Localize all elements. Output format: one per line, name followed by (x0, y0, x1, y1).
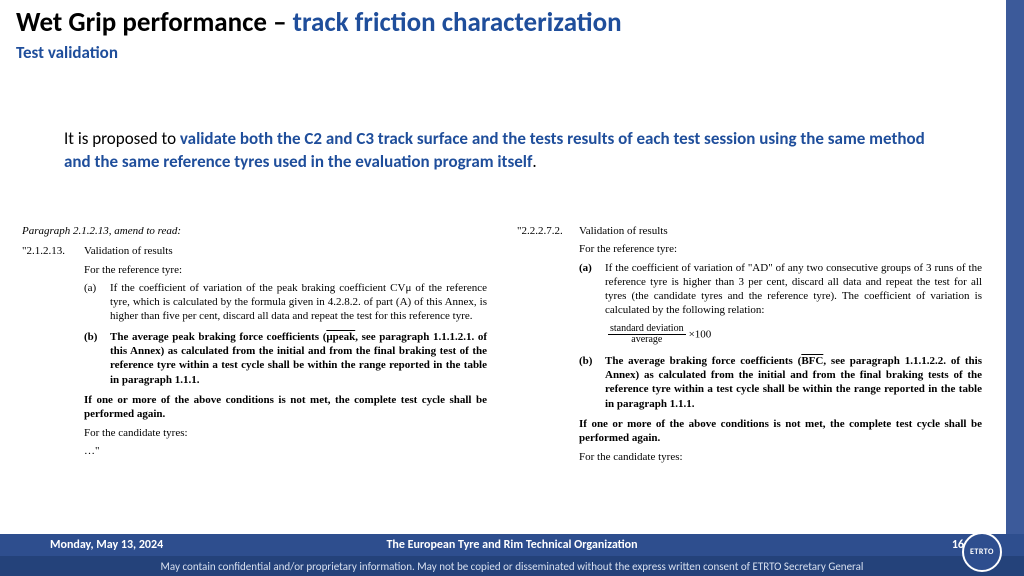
left-a-text: If the coefficient of variation of the p… (110, 281, 487, 324)
excerpt-columns: Paragraph 2.1.2.13, amend to read: "2.1.… (22, 224, 982, 468)
left-heading-row: "2.1.2.13. Validation of results (22, 244, 487, 258)
right-condition: If one or more of the above conditions i… (517, 417, 982, 446)
left-heading: Validation of results (84, 244, 487, 258)
right-item-a: (a) If the coefficient of variation of "… (517, 261, 982, 348)
footer-disclaimer-bar: May contain confidential and/or propriet… (0, 556, 1024, 576)
right-ref-tyre: For the reference tyre: (517, 242, 982, 256)
footer: Monday, May 13, 2024 The European Tyre a… (0, 534, 1024, 576)
left-candidate: For the candidate tyres: (22, 426, 487, 440)
right-heading: Validation of results (579, 224, 982, 238)
right-accent-bar (1006, 0, 1024, 576)
right-b-text: The average braking force coefficients (… (605, 354, 982, 411)
right-excerpt: "2.2.2.7.2. Validation of results For th… (517, 224, 982, 468)
slide-subtitle: Test validation (16, 42, 118, 63)
title-part-black: Wet Grip performance – (16, 6, 293, 39)
logo-text: ETRTO (970, 547, 994, 557)
footer-date: Monday, May 13, 2024 (50, 538, 163, 552)
left-b-label: (b) (84, 330, 110, 387)
slide: Wet Grip performance – track friction ch… (0, 0, 1024, 576)
footer-disclaimer: May contain confidential and/or propriet… (161, 560, 864, 573)
left-b-symbol: μpeak (326, 331, 355, 343)
right-candidate: For the candidate tyres: (517, 450, 982, 464)
right-heading-row: "2.2.2.7.2. Validation of results (517, 224, 982, 238)
intro-tail: . (532, 151, 536, 172)
right-a-label: (a) (579, 261, 605, 348)
left-amend-line: Paragraph 2.1.2.13, amend to read: (22, 224, 487, 238)
left-a-label: (a) (84, 281, 110, 324)
right-a-text: If the coefficient of variation of "AD" … (605, 261, 982, 348)
fraction-tail: ×100 (689, 328, 712, 340)
slide-title: Wet Grip performance – track friction ch… (16, 6, 622, 39)
left-condition: If one or more of the above conditions i… (22, 393, 487, 422)
left-b-pre: The average peak braking force coefficie… (110, 331, 326, 343)
right-b-label: (b) (579, 354, 605, 411)
fraction: standard deviation average (608, 324, 686, 346)
right-item-b: (b) The average braking force coefficien… (517, 354, 982, 411)
left-ref-tyre: For the reference tyre: (22, 263, 487, 277)
etrto-logo: ETRTO (962, 532, 1002, 572)
fraction-denominator: average (608, 335, 686, 346)
right-b-pre: The average braking force coefficients ( (605, 355, 801, 367)
intro-lead: It is proposed to (64, 128, 180, 149)
left-excerpt: Paragraph 2.1.2.13, amend to read: "2.1.… (22, 224, 487, 468)
left-ellipsis: …" (22, 444, 487, 458)
right-b-symbol: BFC (801, 355, 823, 367)
intro-paragraph: It is proposed to validate both the C2 a… (64, 128, 944, 174)
left-item-b: (b) The average peak braking force coeff… (22, 330, 487, 387)
right-formula: standard deviation average ×100 (605, 322, 982, 348)
right-a-body: If the coefficient of variation of "AD" … (605, 262, 982, 317)
left-b-text: The average peak braking force coefficie… (110, 330, 487, 387)
title-part-blue: track friction characterization (293, 6, 622, 39)
footer-top-bar: Monday, May 13, 2024 The European Tyre a… (0, 534, 1024, 556)
intro-highlight: validate both the C2 and C3 track surfac… (64, 128, 925, 172)
right-clause-number: "2.2.2.7.2. (517, 224, 579, 238)
left-item-a: (a) If the coefficient of variation of t… (22, 281, 487, 324)
left-clause-number: "2.1.2.13. (22, 244, 84, 258)
